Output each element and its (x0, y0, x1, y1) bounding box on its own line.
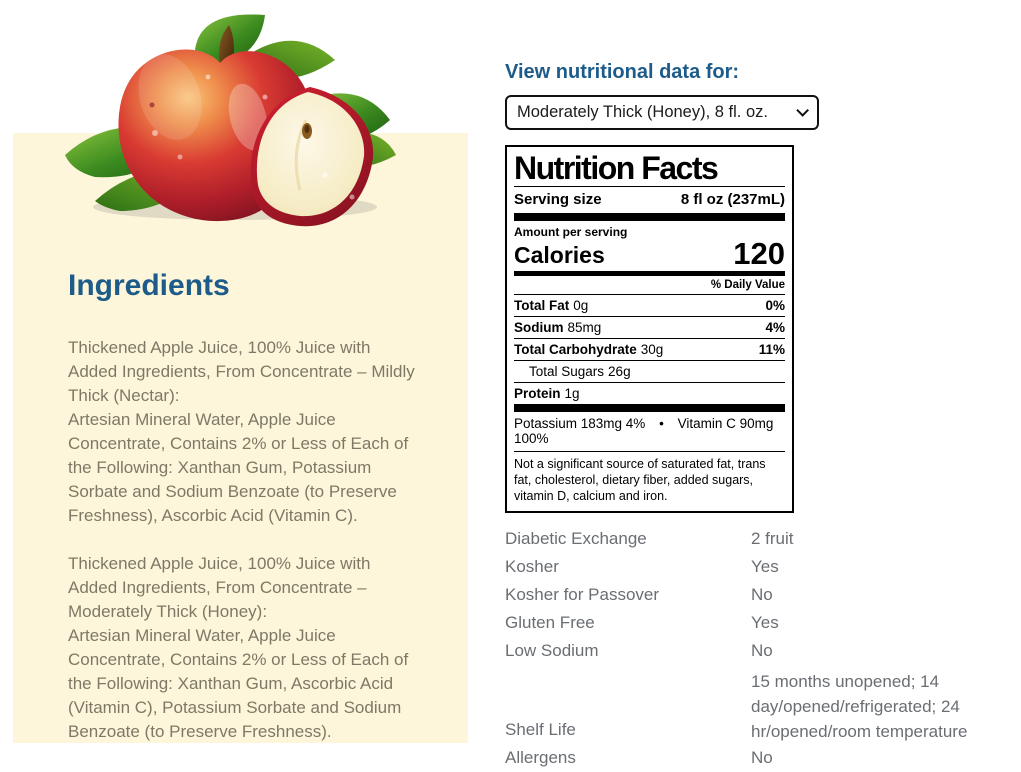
ingredients-body: Artesian Mineral Water, Apple Juice Conc… (68, 410, 409, 525)
ingredients-intro: Thickened Apple Juice, 100% Juice with A… (68, 338, 415, 405)
attr-label: Diabetic Exchange (505, 529, 647, 549)
calories-value: 120 (733, 235, 785, 271)
nutrient-row-total-fat: Total Fat 0g 0% (514, 295, 785, 318)
ingredients-body: Artesian Mineral Water, Apple Juice Conc… (68, 626, 409, 741)
nutrient-name: Total Carbohydrate (514, 342, 637, 358)
ingredients-heading: Ingredients (68, 269, 230, 302)
nutrition-facts-label: Nutrition Facts Serving size 8 fl oz (23… (505, 145, 794, 514)
label-footnote: Not a significant source of saturated fa… (514, 457, 766, 504)
medium-divider (514, 271, 785, 277)
serving-size-row: Serving size 8 fl oz (237mL) (514, 187, 785, 213)
ingredients-intro: Thickened Apple Juice, 100% Juice with A… (68, 554, 371, 621)
attr-row-low-sodium: Low Sodium No (505, 637, 1021, 665)
nutrition-facts-title: Nutrition Facts (514, 150, 719, 186)
attr-label: Shelf Life (505, 720, 576, 740)
calories-row: Calories 120 (514, 235, 785, 272)
attr-label: Kosher for Passover (505, 585, 660, 605)
thickness-select-value: Moderately Thick (Honey), 8 fl. oz. (517, 103, 768, 121)
attr-value: 2 fruit (751, 529, 794, 549)
attr-row-kosher: Kosher Yes (505, 553, 1021, 581)
attr-label: Low Sodium (505, 641, 599, 661)
divider (514, 185, 785, 187)
ingredients-paragraph-honey: Thickened Apple Juice, 100% Juice with A… (68, 552, 416, 744)
vitamin-c-value: Vitamin C 90mg 100% (514, 416, 774, 447)
nutrient-amount: 26g (608, 364, 631, 380)
attr-value: No (751, 748, 773, 768)
attr-row-kosher-passover: Kosher for Passover No (505, 581, 1021, 609)
attr-label: Kosher (505, 557, 559, 577)
nutrient-row-carbohydrate: Total Carbohydrate 30g 11% (514, 339, 785, 362)
micronutrients-row: Potassium 183mg 4% • Vitamin C 90mg 100% (514, 412, 785, 453)
product-attributes: Diabetic Exchange 2 fruit Kosher Yes Kos… (505, 525, 1021, 772)
thick-divider (514, 404, 785, 413)
attr-value: Yes (751, 557, 779, 577)
apple-image (60, 5, 400, 233)
bullet-separator: • (659, 416, 664, 432)
nutrient-name: Sodium (514, 320, 564, 336)
attr-row-shelf-life: Shelf Life 15 months unopened; 14 day/op… (505, 665, 1021, 744)
attr-value: Yes (751, 613, 779, 633)
nutrient-dv: 0% (765, 298, 785, 314)
nutrient-dv: 4% (765, 320, 785, 336)
nutrient-row-total-sugars: Total Sugars 26g (514, 361, 785, 384)
thickness-select[interactable]: Moderately Thick (Honey), 8 fl. oz. (505, 95, 819, 130)
ingredients-paragraph-nectar: Thickened Apple Juice, 100% Juice with A… (68, 336, 416, 528)
chevron-down-icon (796, 104, 809, 117)
attr-value: No (751, 585, 773, 605)
nutrition-data-heading: View nutritional data for: (505, 61, 740, 83)
attr-value: No (751, 641, 773, 661)
serving-size-label: Serving size (514, 190, 602, 208)
attr-label: Gluten Free (505, 613, 595, 633)
nutrient-dv: 11% (758, 342, 785, 358)
nutrient-amount: 30g (640, 342, 664, 358)
nutrient-row-protein: Protein 1g (514, 383, 785, 404)
attr-label: Allergens (505, 748, 576, 768)
thick-divider (514, 212, 785, 221)
nutrient-name: Total Fat (514, 298, 570, 314)
attr-row-gluten-free: Gluten Free Yes (505, 609, 1021, 637)
nutrient-name: Total Sugars (529, 364, 605, 380)
nutrient-row-sodium: Sodium 85mg 4% (514, 317, 785, 340)
potassium-value: Potassium 183mg 4% (514, 416, 646, 432)
nutrient-amount: 1g (564, 386, 580, 402)
nutrient-amount: 85mg (567, 320, 602, 336)
attr-value: 15 months unopened; 14 day/opened/refrig… (751, 672, 968, 742)
apple-illustration (65, 14, 396, 227)
attr-row-allergens: Allergens No (505, 744, 1021, 772)
nutrient-name: Protein (514, 386, 561, 402)
nutrient-amount: 0g (573, 298, 589, 314)
calories-label: Calories (514, 242, 605, 269)
serving-size-value: 8 fl oz (237mL) (680, 190, 785, 208)
nutrition-section: View nutritional data for: Moderately Th… (505, 60, 1021, 772)
daily-value-header: % Daily Value (514, 276, 785, 296)
amount-per-serving-label: Amount per serving (514, 224, 628, 239)
ingredients-panel: Ingredients Thickened Apple Juice, 100% … (13, 133, 468, 743)
attr-row-diabetic-exchange: Diabetic Exchange 2 fruit (505, 525, 1021, 553)
